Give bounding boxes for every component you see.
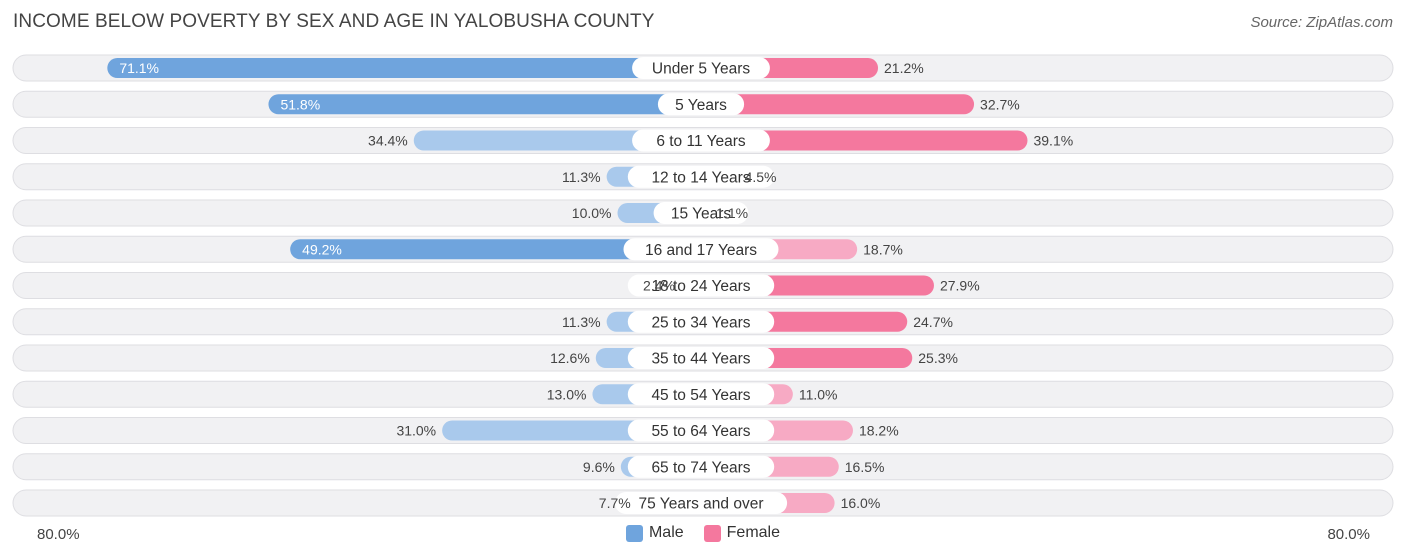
category-pill <box>632 129 770 152</box>
female-value-label: 4.5% <box>745 169 777 185</box>
male-value-label: 13.0% <box>547 386 587 402</box>
female-value-label: 32.7% <box>980 96 1020 112</box>
category-label: 25 to 34 Years <box>651 314 750 331</box>
chart-row: 55 to 64 Years 31.0% 18.2% <box>12 417 1394 444</box>
chart-row: 5 Years 51.8% 32.7% <box>12 90 1394 118</box>
male-value-label: 2.4% <box>643 278 675 294</box>
chart-row: 16 and 17 Years 49.2% 18.7% <box>12 235 1394 263</box>
legend-item-female: Female <box>703 524 781 542</box>
female-value-label: 1.1% <box>716 205 748 221</box>
female-value-label: 11.0% <box>799 386 838 402</box>
diverging-bar-chart: Under 5 Years 71.1% 21.2% 5 Years 51.8% 32.7%… <box>12 54 1394 517</box>
chart-row: Under 5 Years 71.1% 21.2% <box>12 54 1394 82</box>
category-pill <box>657 93 745 116</box>
category-pill <box>623 238 779 261</box>
chart-row: 45 to 54 Years 13.0% 11.0% <box>12 380 1394 408</box>
male-value-label: 71.1% <box>119 60 159 76</box>
male-value-label: 31.0% <box>396 423 436 439</box>
category-label: 15 Years <box>671 206 732 223</box>
category-label: 12 to 14 Years <box>651 169 750 186</box>
male-value-label: 12.6% <box>550 350 590 366</box>
female-value-label: 24.7% <box>913 314 953 330</box>
female-value-label: 21.2% <box>884 60 924 76</box>
axis-right-label: 80.0% <box>1327 526 1370 543</box>
legend-label-male: Male <box>648 524 684 541</box>
female-value-label: 18.7% <box>863 241 903 257</box>
male-bar <box>290 239 701 260</box>
male-bar <box>107 58 701 78</box>
chart-row: 75 Years and over 7.7% 16.0% <box>12 489 1394 517</box>
male-value-label: 11.3% <box>562 314 601 330</box>
male-value-label: 10.0% <box>572 205 612 221</box>
chart-row: 65 to 74 Years 9.6% 16.5% <box>12 453 1394 481</box>
category-label: 6 to 11 Years <box>656 133 746 150</box>
category-pill <box>627 310 775 333</box>
chart-row: 25 to 34 Years 11.3% 24.7% <box>12 308 1394 336</box>
source-label: Source: ZipAtlas.com <box>1250 14 1393 31</box>
male-bar <box>268 94 701 115</box>
category-label: 16 and 17 Years <box>645 242 757 259</box>
category-pill <box>632 57 770 79</box>
chart-title: INCOME BELOW POVERTY BY SEX AND AGE IN Y… <box>13 11 655 32</box>
category-pill <box>614 492 788 514</box>
female-value-label: 18.2% <box>859 423 899 439</box>
chart-row: 6 to 11 Years 34.4% 39.1% <box>12 127 1394 154</box>
male-value-label: 11.3% <box>562 169 601 185</box>
category-label: 65 to 74 Years <box>651 459 750 476</box>
legend-swatch-male <box>625 524 643 542</box>
category-label: 18 to 24 Years <box>651 278 750 295</box>
male-bar <box>413 130 701 151</box>
category-pill <box>653 202 749 224</box>
male-value-label: 9.6% <box>583 459 615 475</box>
male-value-label: 34.4% <box>368 133 408 149</box>
category-label: 35 to 44 Years <box>651 351 750 368</box>
female-value-label: 16.5% <box>845 459 885 475</box>
female-value-label: 27.9% <box>940 278 980 294</box>
legend-swatch-female <box>703 524 721 542</box>
chart-row: 15 Years 10.0% 1.1% <box>12 199 1394 227</box>
category-pill <box>627 419 775 442</box>
category-label: 55 to 64 Years <box>651 423 750 440</box>
legend: Male Female <box>0 524 1406 542</box>
female-value-label: 39.1% <box>1033 133 1073 149</box>
category-label: 5 Years <box>675 97 727 114</box>
legend-item-male: Male <box>625 524 684 542</box>
female-bar <box>701 130 1028 151</box>
category-label: 45 to 54 Years <box>651 387 750 404</box>
chart-row: 35 to 44 Years 12.6% 25.3% <box>12 344 1394 372</box>
female-bar <box>701 94 975 115</box>
chart-row: 12 to 14 Years 11.3% 4.5% <box>12 163 1394 191</box>
category-pill <box>627 274 775 297</box>
female-value-label: 16.0% <box>841 495 881 511</box>
male-value-label: 51.8% <box>280 96 320 112</box>
category-label: 75 Years and over <box>639 496 764 513</box>
female-value-label: 25.3% <box>918 350 958 366</box>
category-pill <box>627 455 775 478</box>
category-label: Under 5 Years <box>652 61 750 78</box>
male-value-label: 7.7% <box>599 495 631 511</box>
legend-label-female: Female <box>726 524 781 541</box>
male-value-label: 49.2% <box>302 241 342 257</box>
axis-left-label: 80.0% <box>37 526 80 543</box>
category-pill <box>627 165 775 188</box>
category-pill <box>627 383 775 406</box>
category-pill <box>627 347 775 369</box>
